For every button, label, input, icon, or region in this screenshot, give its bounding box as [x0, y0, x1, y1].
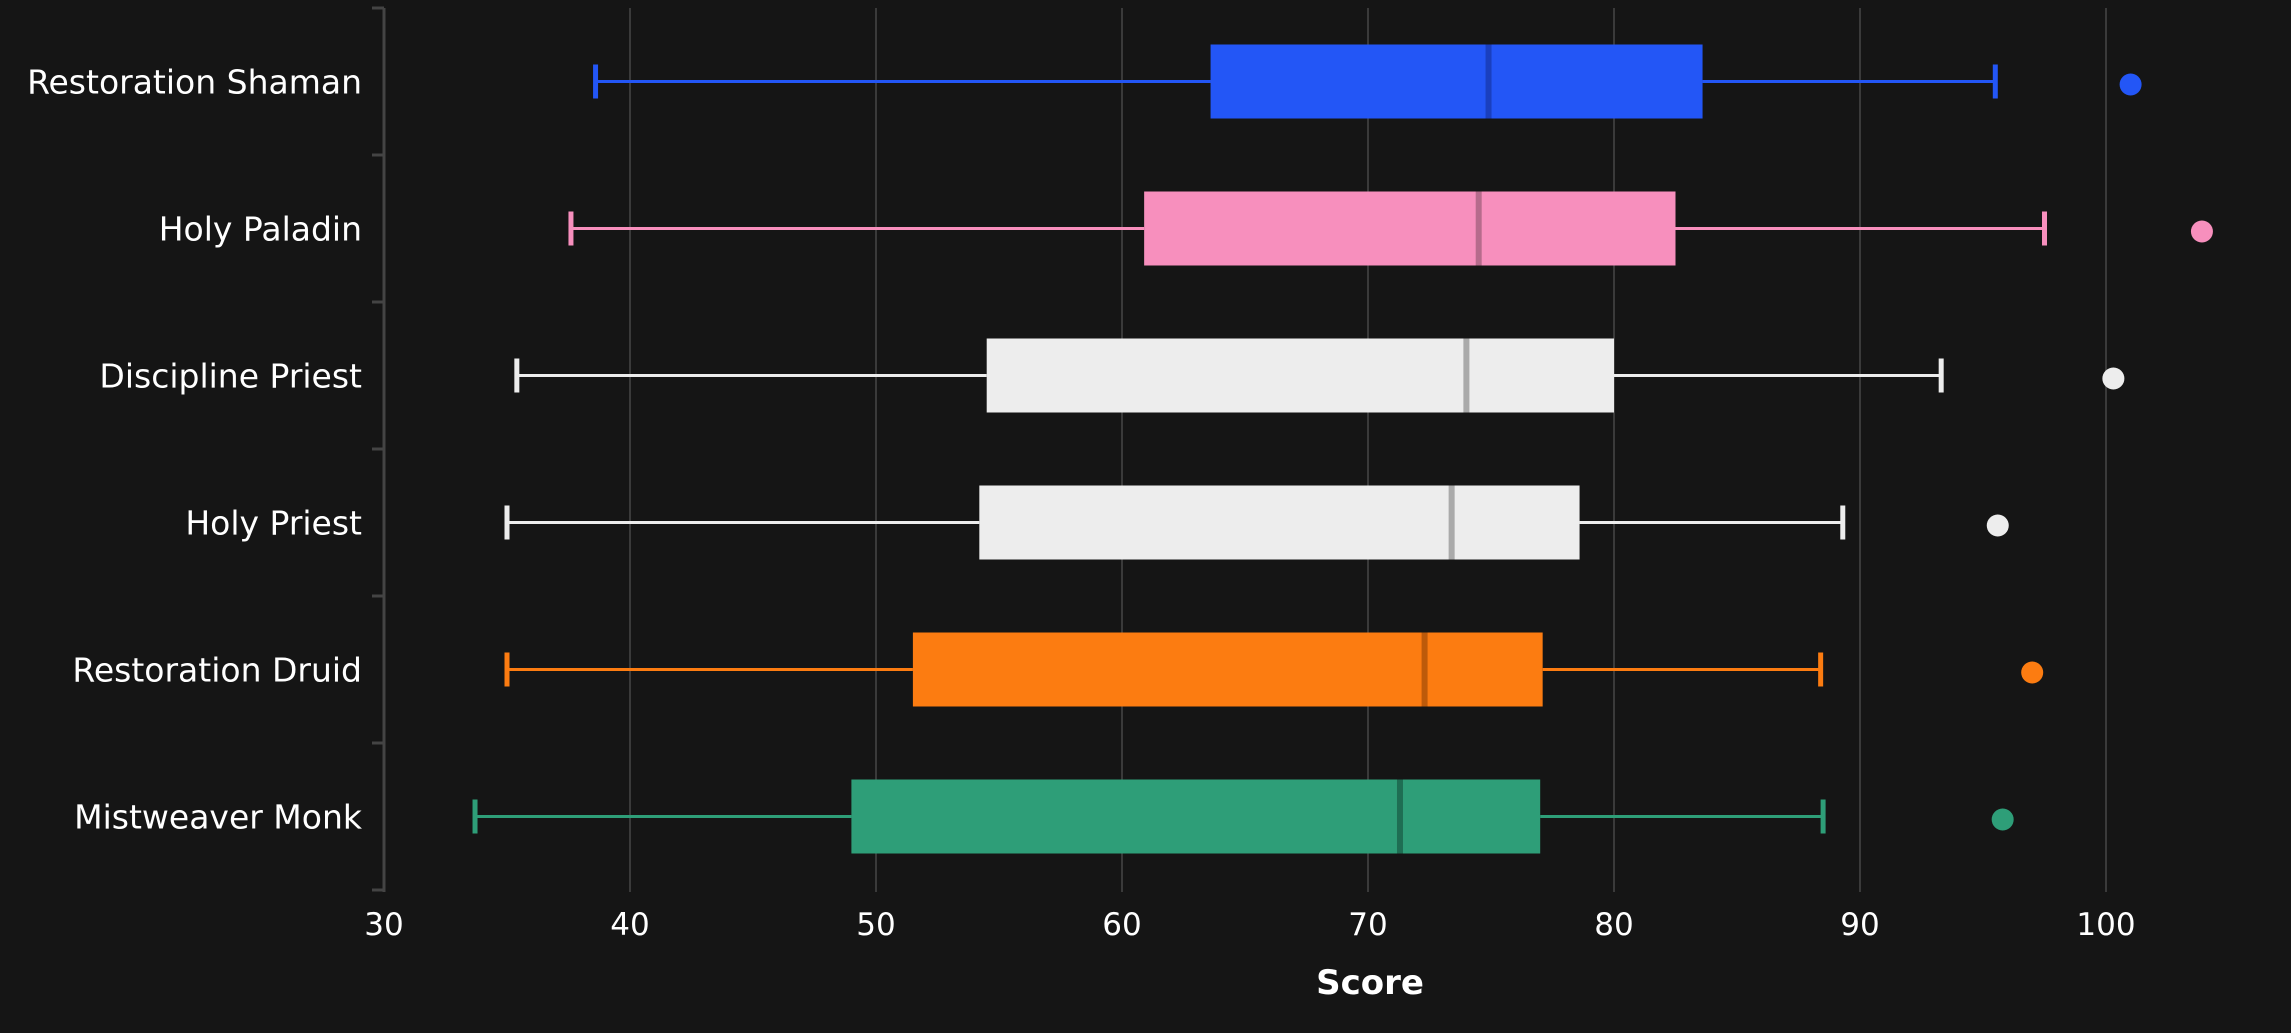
outlier-point	[1991, 808, 2014, 831]
iqr-box	[851, 779, 1541, 854]
box-series	[504, 485, 2009, 560]
x-tick-label: 90	[1840, 907, 1879, 943]
x-axis-title: Score	[1316, 963, 1424, 1003]
x-tick-label: 60	[1102, 907, 1141, 943]
iqr-box	[912, 632, 1543, 707]
category-label: Restoration Druid	[72, 651, 362, 690]
x-tick-labels: 30 40 50 60 70 80 90 100	[364, 907, 2135, 943]
grid-lines	[629, 8, 2107, 892]
x-tick-label: 40	[610, 907, 649, 943]
x-tick-label: 30	[364, 907, 403, 943]
x-tick-label: 80	[1594, 907, 1633, 943]
x-tick-label: 100	[2076, 907, 2135, 943]
outlier-point	[2119, 73, 2142, 96]
outlier-point	[2021, 661, 2044, 684]
iqr-box	[986, 338, 1614, 413]
box-series	[514, 338, 2125, 413]
category-label: Holy Paladin	[159, 210, 362, 249]
outlier-point	[1986, 514, 2009, 537]
box-series	[472, 779, 2014, 854]
iqr-box	[1210, 44, 1703, 119]
category-label: Holy Priest	[185, 504, 362, 543]
x-tick-label: 50	[856, 907, 895, 943]
box-series	[568, 191, 2213, 266]
category-label: Mistweaver Monk	[74, 798, 363, 837]
category-label: Discipline Priest	[99, 357, 362, 396]
category-label: Restoration Shaman	[27, 63, 362, 102]
box-series	[504, 632, 2044, 707]
boxes	[472, 44, 2213, 854]
outlier-point	[2190, 220, 2213, 243]
outlier-point	[2102, 367, 2125, 390]
box-series	[593, 44, 2142, 119]
y-axis	[372, 6, 386, 892]
x-tick-label: 70	[1348, 907, 1387, 943]
iqr-box	[979, 485, 1580, 560]
category-labels: Restoration Shaman Holy Paladin Discipline…	[27, 63, 363, 837]
iqr-box	[1144, 191, 1676, 266]
